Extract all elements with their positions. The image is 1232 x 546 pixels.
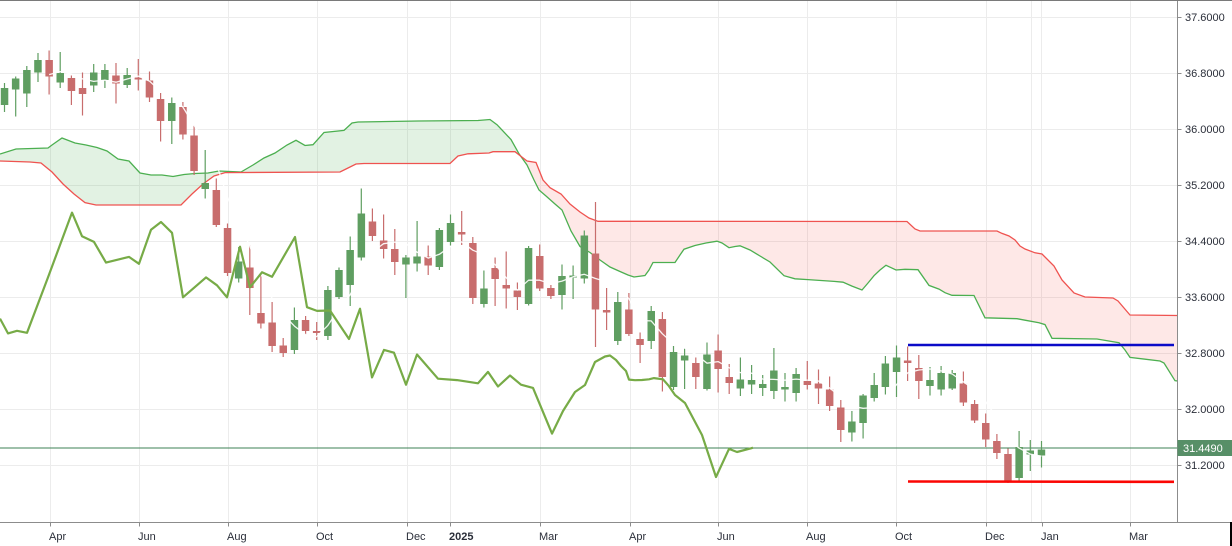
svg-text:Aug: Aug — [227, 531, 247, 543]
svg-text:Jun: Jun — [717, 531, 735, 543]
svg-text:36.0000: 36.0000 — [1185, 124, 1225, 136]
svg-text:36.8000: 36.8000 — [1185, 68, 1225, 80]
svg-text:Dec: Dec — [985, 531, 1005, 543]
svg-text:Jun: Jun — [138, 531, 156, 543]
svg-text:31.4490: 31.4490 — [1183, 443, 1223, 455]
svg-text:Mar: Mar — [539, 531, 558, 543]
svg-text:33.6000: 33.6000 — [1185, 292, 1225, 304]
svg-text:Aug: Aug — [806, 531, 826, 543]
svg-text:Apr: Apr — [49, 531, 66, 543]
svg-text:Apr: Apr — [629, 531, 646, 543]
svg-text:37.6000: 37.6000 — [1185, 12, 1225, 24]
svg-text:Oct: Oct — [316, 531, 333, 543]
svg-text:31.2000: 31.2000 — [1185, 460, 1225, 472]
svg-text:32.0000: 32.0000 — [1185, 404, 1225, 416]
svg-text:Jan: Jan — [1041, 531, 1059, 543]
svg-text:35.2000: 35.2000 — [1185, 180, 1225, 192]
svg-text:34.4000: 34.4000 — [1185, 236, 1225, 248]
svg-text:Mar: Mar — [1129, 531, 1148, 543]
svg-text:Dec: Dec — [406, 531, 426, 543]
svg-text:2025: 2025 — [449, 531, 473, 543]
svg-text:Oct: Oct — [895, 531, 912, 543]
svg-text:32.8000: 32.8000 — [1185, 348, 1225, 360]
